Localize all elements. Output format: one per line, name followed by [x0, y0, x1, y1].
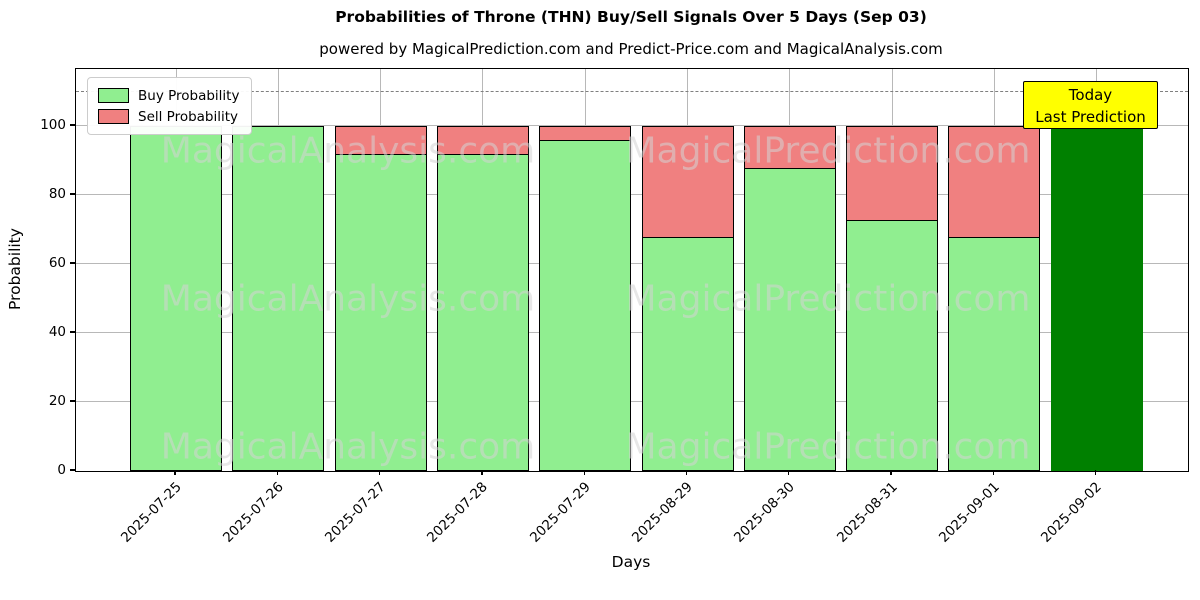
y-tick-label: 80 [48, 185, 66, 202]
legend: Buy Probability Sell Probability [87, 77, 253, 135]
x-tick-mark [992, 470, 995, 475]
watermark-text: MagicalAnalysis.com [160, 278, 536, 320]
x-tick-mark [378, 470, 381, 475]
bar-segment-sell [641, 125, 734, 238]
x-tick-mark [583, 470, 585, 475]
x-tick-label: 2025-07-25 [117, 479, 185, 546]
x-tick-label: 2025-07-28 [424, 479, 492, 546]
x-tick-mark [890, 470, 892, 475]
x-tick-label: 2025-09-01 [935, 479, 1003, 546]
y-tick-mark [70, 400, 75, 402]
legend-swatch-buy [98, 88, 129, 103]
x-tick-mark [174, 470, 176, 475]
bar-segment-buy [846, 219, 939, 471]
y-tick-mark [70, 124, 75, 126]
y-tick-mark [70, 331, 75, 333]
bar-today [1050, 125, 1143, 471]
x-tick-label: 2025-08-30 [731, 479, 799, 546]
bar-segment-sell [743, 125, 836, 169]
x-tick-mark [481, 470, 483, 475]
legend-entry-sell: Sell Probability [98, 106, 239, 127]
watermark-text: MagicalPrediction.com [625, 278, 1031, 320]
bar-segment-buy [232, 125, 325, 471]
h-gridline [76, 125, 1188, 127]
bar-segment-sell [948, 125, 1041, 238]
y-tick-label: 60 [48, 254, 66, 271]
watermark-text: MagicalAnalysis.com [160, 426, 536, 468]
legend-swatch-sell [98, 109, 129, 124]
bar-segment-buy [436, 153, 529, 471]
chart-subtitle: powered by MagicalPrediction.com and Pre… [319, 40, 943, 58]
legend-label-sell: Sell Probability [138, 108, 239, 125]
y-tick-mark [70, 193, 75, 195]
today-annotation-box: Today Last Prediction [1023, 81, 1158, 129]
y-tick-label: 100 [40, 116, 66, 133]
h-gridline [76, 194, 1188, 196]
x-tick-mark [788, 470, 790, 475]
x-tick-mark [276, 470, 278, 475]
bar-segment-sell [539, 125, 632, 142]
h-gridline [76, 332, 1188, 334]
bar-segment-buy [539, 139, 632, 471]
x-tick-label: 2025-07-27 [322, 479, 389, 546]
bar-segment-sell [846, 125, 939, 221]
x-tick-label: 2025-07-29 [526, 479, 594, 546]
today-annotation-line2: Last Prediction [1035, 108, 1146, 126]
x-tick-mark [685, 470, 688, 475]
y-tick-label: 20 [48, 392, 66, 409]
watermark-text: MagicalPrediction.com [625, 130, 1031, 172]
x-tick-label: 2025-07-26 [219, 479, 287, 546]
legend-label-buy: Buy Probability [138, 87, 240, 104]
y-tick-label: 0 [57, 462, 66, 478]
y-tick-mark [70, 262, 75, 264]
x-tick-label: 2025-09-02 [1038, 479, 1106, 546]
x-tick-mark [1095, 470, 1097, 475]
y-tick-label: 40 [48, 323, 66, 340]
bar-segment-buy [948, 236, 1041, 471]
bar-segment-buy [743, 167, 836, 471]
bar-segment-buy [130, 125, 222, 471]
bar-segment-sell [334, 125, 427, 155]
x-tick-label: 2025-08-31 [833, 479, 901, 546]
x-axis-label: Days [611, 553, 651, 571]
bar-segment-buy [334, 153, 427, 471]
h-gridline [76, 263, 1188, 265]
bar-segment-buy [641, 236, 734, 471]
chart-title: Probabilities of Throne (THN) Buy/Sell S… [335, 8, 927, 26]
watermark-text: MagicalAnalysis.com [160, 130, 536, 172]
h-gridline [76, 401, 1188, 403]
bar-segment-sell [436, 125, 529, 155]
today-annotation-line1: Today [1068, 86, 1113, 104]
watermark-text: MagicalPrediction.com [625, 426, 1031, 468]
legend-entry-buy: Buy Probability [98, 85, 239, 106]
plot-area: MagicalAnalysis.com MagicalPrediction.com… [75, 68, 1189, 472]
x-tick-label: 2025-08-29 [629, 479, 696, 546]
y-tick-mark [70, 469, 75, 471]
threshold-dashed-line [76, 91, 1188, 93]
